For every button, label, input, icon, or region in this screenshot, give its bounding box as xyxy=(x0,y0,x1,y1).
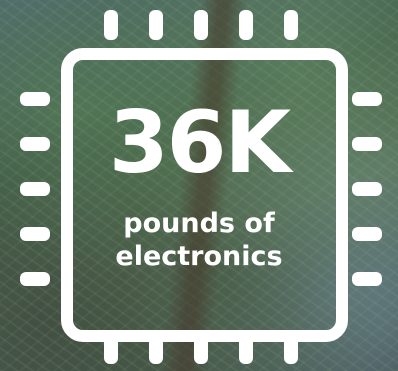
chip-pin-left-1 xyxy=(20,92,50,106)
chip-pin-right-4 xyxy=(352,227,382,241)
chip-pin-right-3 xyxy=(352,182,382,196)
chip-pin-top-1 xyxy=(104,10,118,40)
chip-pin-right-2 xyxy=(352,137,382,151)
chip-pin-top-4 xyxy=(239,10,253,40)
chip-pin-right-5 xyxy=(352,272,382,286)
chip-pin-left-4 xyxy=(20,227,50,241)
chip-pin-right-1 xyxy=(352,92,382,106)
chip-pin-top-5 xyxy=(284,10,298,40)
chip-pin-left-2 xyxy=(20,137,50,151)
chip-pin-left-3 xyxy=(20,182,50,196)
chip-pin-top-3 xyxy=(194,10,208,40)
microchip-icon xyxy=(61,48,348,342)
stat-label-line2: electronics xyxy=(115,241,283,272)
stat-value: 36K xyxy=(108,93,291,193)
chip-pin-left-5 xyxy=(20,272,50,286)
chip-pin-top-2 xyxy=(149,10,163,40)
stat-label-line1: pounds of xyxy=(123,208,275,239)
